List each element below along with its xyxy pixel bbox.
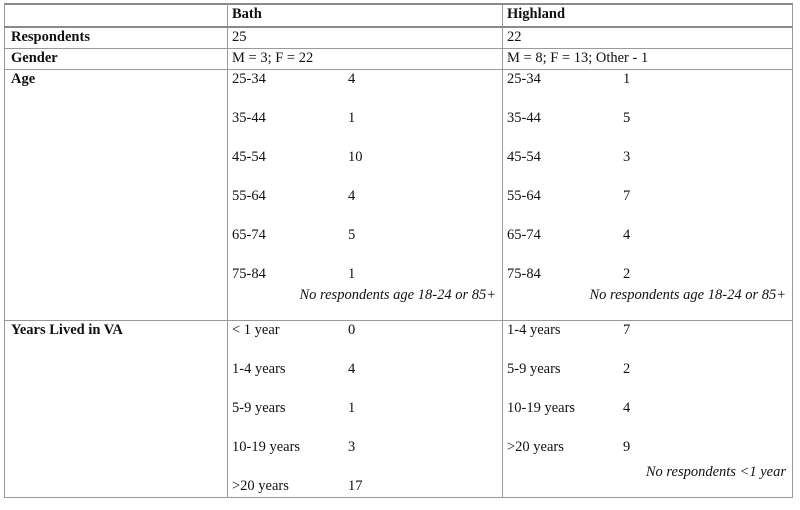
item-count: 2 [623,361,631,377]
item-range: >20 years [507,439,564,455]
item-count: 1 [348,266,356,282]
item-count: 7 [623,322,631,338]
years-bath-list: < 1 year 0 1-4 years 4 5-9 years 1 10-19 years… [232,321,498,496]
age-row: Age 25-34 4 35-44 1 45-54 10 55-64 4 65-74 5 75-84… [4,69,793,321]
list-item: >20 years 17 [232,477,498,496]
demographics-table: Bath Highland Respondents 25 22 Gender M… [4,3,793,498]
item-range: 75-84 [507,266,541,282]
item-range: 65-74 [507,227,541,243]
list-item: 55-64 4 [232,187,498,226]
item-range: 55-64 [507,188,541,204]
item-range: 10-19 years [232,439,301,455]
years-highland-cell: 1-4 years 7 5-9 years 2 10-19 years 4 >20 year… [502,320,793,498]
age-bath-list: 25-34 4 35-44 1 45-54 10 55-64 4 65-74 5 75-84 1 [232,70,498,284]
list-item: 25-34 4 [232,70,498,109]
item-count: 4 [348,188,356,204]
gender-highland: M = 8; F = 13; Other - 1 [502,48,793,70]
row-label-respondents: Respondents [4,26,228,49]
gender-bath: M = 3; F = 22 [227,48,503,70]
item-count: 1 [348,110,356,126]
item-range: 35-44 [507,110,541,126]
item-count: 3 [623,149,631,165]
item-range: 5-9 years [232,400,286,416]
list-item: 5-9 years 1 [232,399,498,438]
item-range: 65-74 [232,227,266,243]
item-range: 5-9 years [507,361,561,377]
row-label-years: Years Lived in VA [4,320,228,498]
age-highland-cell: 25-34 1 35-44 5 45-54 3 55-64 7 65-74 4 75-84 2 No … [502,69,793,321]
years-highland-note: No respondents <1 year [645,464,786,480]
item-count: 2 [623,266,631,282]
item-count: 4 [348,71,356,87]
item-count: 9 [623,439,631,455]
age-bath-cell: 25-34 4 35-44 1 45-54 10 55-64 4 65-74 5 75-84 1 No… [227,69,503,321]
list-item: 25-34 1 [507,70,788,109]
list-item: 10-19 years 3 [232,438,498,477]
list-item: 5-9 years 2 [507,360,788,399]
years-row: Years Lived in VA < 1 year 0 1-4 years 4 5-9… [4,320,793,498]
item-count: 4 [348,361,356,377]
item-count: 4 [623,227,631,243]
item-count: 5 [348,227,356,243]
list-item: 55-64 7 [507,187,788,226]
header-empty [4,3,228,28]
item-count: 0 [348,322,356,338]
age-highland-list: 25-34 1 35-44 5 45-54 3 55-64 7 65-74 4 75-84 2 [507,70,788,284]
item-range: 10-19 years [507,400,576,416]
list-item: 65-74 4 [507,226,788,265]
list-item: 1-4 years 7 [507,321,788,360]
item-range: 55-64 [232,188,266,204]
respondents-highland: 22 [502,26,793,49]
item-range: 25-34 [507,71,541,87]
list-item: 75-84 2 [507,265,788,284]
item-range: >20 years [232,478,289,494]
gender-row: Gender M = 3; F = 22 M = 8; F = 13; Othe… [4,48,793,70]
years-bath-cell: < 1 year 0 1-4 years 4 5-9 years 1 10-19 years… [227,320,503,498]
years-highland-list: 1-4 years 7 5-9 years 2 10-19 years 4 >20 year… [507,321,788,457]
item-range: 25-34 [232,71,266,87]
item-count: 1 [348,400,356,416]
header-bath: Bath [227,3,503,28]
list-item: 1-4 years 4 [232,360,498,399]
item-count: 10 [348,149,363,165]
item-range: 35-44 [232,110,266,126]
header-row: Bath Highland [4,3,793,28]
list-item: 45-54 3 [507,148,788,187]
item-range: < 1 year [232,322,280,338]
item-count: 4 [623,400,631,416]
item-count: 17 [348,478,363,494]
row-label-gender: Gender [4,48,228,70]
list-item: 65-74 5 [232,226,498,265]
item-range: 1-4 years [232,361,286,377]
list-item: >20 years 9 [507,438,788,457]
item-range: 1-4 years [507,322,561,338]
age-bath-note: No respondents age 18-24 or 85+ [299,287,496,303]
item-count: 7 [623,188,631,204]
item-range: 45-54 [507,149,541,165]
item-count: 5 [623,110,631,126]
list-item: 35-44 1 [232,109,498,148]
item-count: 3 [348,439,356,455]
respondents-row: Respondents 25 22 [4,26,793,49]
row-label-age: Age [4,69,228,321]
list-item: 10-19 years 4 [507,399,788,438]
list-item: < 1 year 0 [232,321,498,360]
header-highland: Highland [502,3,793,28]
age-highland-note: No respondents age 18-24 or 85+ [589,287,786,303]
item-range: 45-54 [232,149,266,165]
list-item: 45-54 10 [232,148,498,187]
item-count: 1 [623,71,631,87]
list-item: 35-44 5 [507,109,788,148]
respondents-bath: 25 [227,26,503,49]
list-item: 75-84 1 [232,265,498,284]
item-range: 75-84 [232,266,266,282]
